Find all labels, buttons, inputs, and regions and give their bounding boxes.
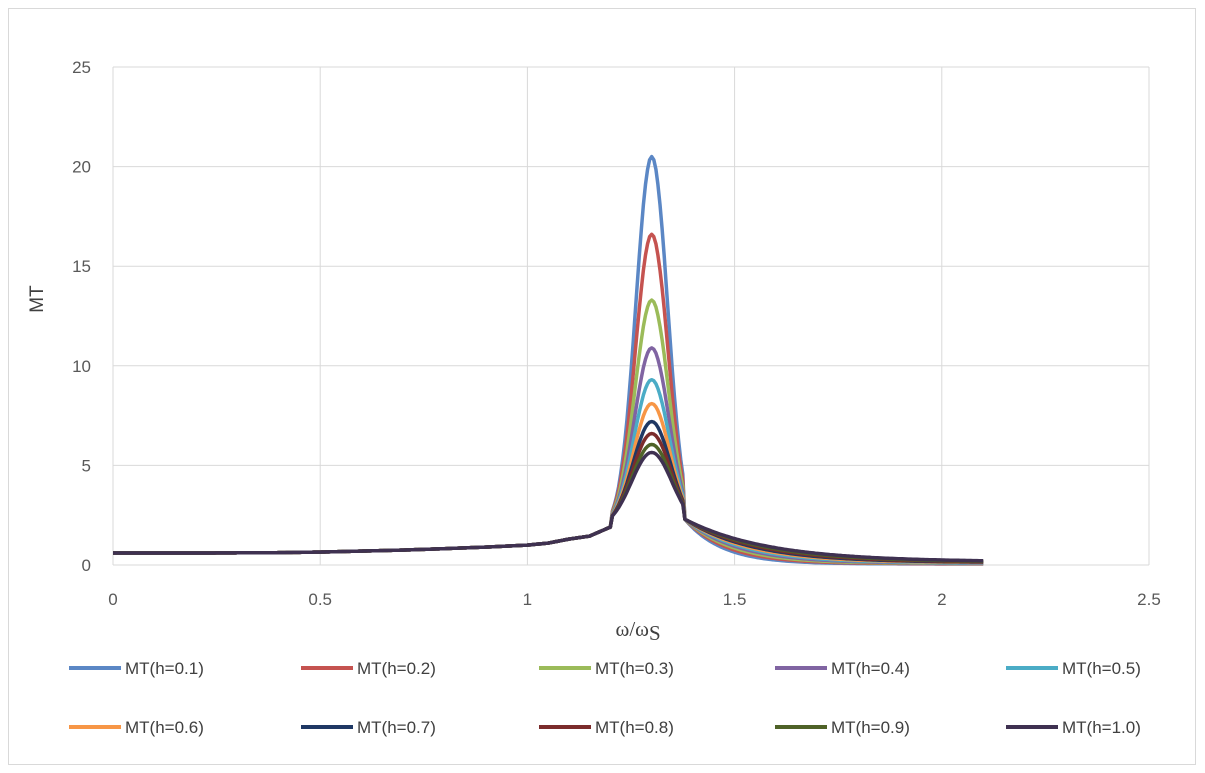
y-tick-labels: 0 5 10 15 20 25 — [72, 58, 91, 575]
legend-label: MT(h=0.4) — [831, 659, 910, 678]
legend: MT(h=0.1) MT(h=0.2) MT(h=0.3) MT(h=0.4) MT(h… — [69, 659, 1141, 737]
x-axis-title-subscript: S — [649, 621, 661, 645]
chart-svg: 0 5 10 15 20 25 0 0.5 1 1.5 2 2.5 MT ω/ω S MT(h=0.… — [27, 58, 1161, 737]
x-tick-label: 1.5 — [723, 590, 747, 609]
x-tick-label: 1 — [523, 590, 532, 609]
y-tick-label: 15 — [72, 257, 91, 276]
y-axis-title: MT — [27, 285, 48, 313]
series-line-3 — [113, 298, 984, 566]
x-tick-label: 0.5 — [308, 590, 332, 609]
series-line-2 — [113, 232, 984, 566]
legend-label: MT(h=0.6) — [125, 718, 204, 737]
y-tick-label: 20 — [72, 158, 91, 177]
x-axis-title: ω/ω — [616, 617, 649, 641]
y-tick-label: 5 — [82, 456, 91, 475]
chart-frame: 0 5 10 15 20 25 0 0.5 1 1.5 2 2.5 MT ω/ω S MT(h=0.… — [8, 8, 1196, 765]
y-tick-label: 25 — [72, 58, 91, 77]
x-tick-label: 0 — [108, 590, 117, 609]
series-line-7 — [113, 419, 984, 564]
series-line-5 — [113, 377, 984, 565]
series-lines — [113, 154, 984, 566]
x-tick-label: 2.5 — [1137, 590, 1161, 609]
series-line-4 — [113, 346, 984, 565]
gridlines — [112, 66, 1150, 566]
series-line-10 — [113, 450, 984, 563]
legend-label: MT(h=0.2) — [357, 659, 436, 678]
legend-label: MT(h=0.3) — [595, 659, 674, 678]
series-line-1 — [113, 154, 984, 566]
legend-label: MT(h=0.9) — [831, 718, 910, 737]
x-tick-labels: 0 0.5 1 1.5 2 2.5 — [108, 590, 1161, 609]
legend-label: MT(h=1.0) — [1062, 718, 1141, 737]
legend-label: MT(h=0.8) — [595, 718, 674, 737]
legend-label: MT(h=0.1) — [125, 659, 204, 678]
legend-label: MT(h=0.5) — [1062, 659, 1141, 678]
legend-label: MT(h=0.7) — [357, 718, 436, 737]
y-tick-label: 0 — [82, 556, 91, 575]
x-tick-label: 2 — [937, 590, 946, 609]
series-line-6 — [113, 401, 984, 565]
y-tick-label: 10 — [72, 357, 91, 376]
